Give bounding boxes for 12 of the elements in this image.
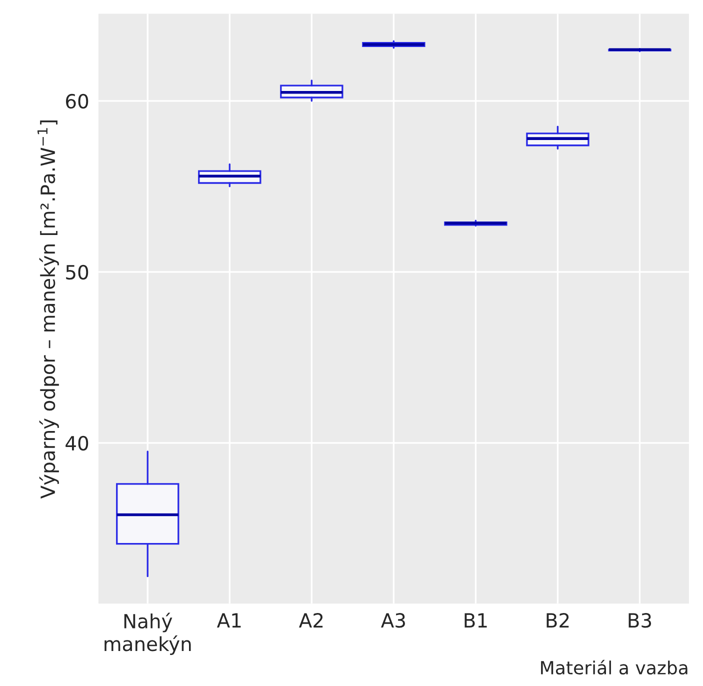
y-axis-title: Výparný odpor – manekýn [m².Pa.W$^{−1}$]: [38, 120, 59, 499]
y-tick-label: 60: [66, 94, 88, 109]
x-tick-label: B2: [546, 613, 569, 628]
y-tick-label: 50: [66, 264, 88, 280]
x-tick-label: Nahý manekýn: [104, 612, 191, 656]
x-tick-label: A2: [298, 613, 323, 628]
x-tick-label: B3: [628, 613, 652, 628]
x-axis-title: Materiál a vazba: [541, 660, 688, 675]
y-tick-label: 40: [66, 436, 88, 451]
x-tick-label: B1: [464, 613, 487, 628]
x-tick-label: A3: [380, 613, 405, 628]
x-tick-label: A1: [216, 613, 241, 628]
